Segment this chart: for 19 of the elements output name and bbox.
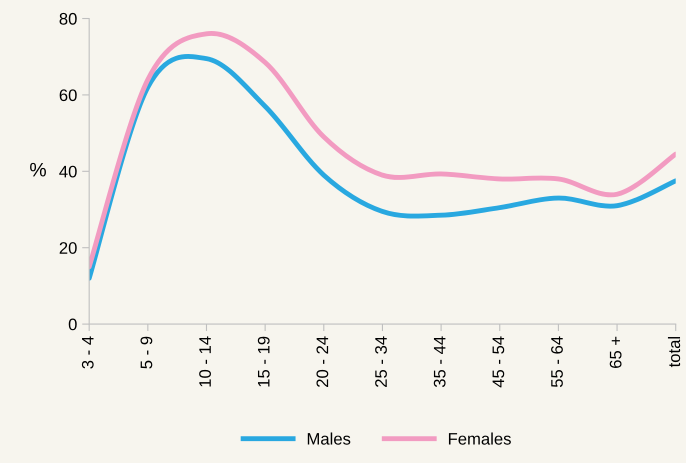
y-tick-label: 80 [60, 12, 77, 25]
x-tick-label: 3 - 4 [82, 336, 94, 369]
x-tick-label: 25 - 34 [375, 336, 387, 387]
y-tick-label: 40 [59, 166, 77, 178]
x-tick-label: 55 - 64 [551, 336, 563, 388]
x-tick-label: 65 + [610, 336, 622, 368]
y-axis-title: % [30, 162, 46, 176]
x-tick-label: total [668, 337, 680, 368]
x-tick-label: 15 - 19 [258, 336, 270, 387]
x-tick-label: 10 - 14 [199, 336, 211, 387]
x-tick-label: 20 - 24 [316, 336, 328, 387]
y-tick-label: 60 [60, 89, 77, 102]
legend-label: Females [448, 432, 511, 445]
x-tick-label: 45 - 54 [492, 336, 504, 388]
legend-label: Males [308, 432, 350, 445]
x-tick-label: 5 - 9 [140, 336, 152, 369]
x-tick-label: 35 - 44 [434, 336, 446, 388]
y-tick-label: 0 [68, 318, 77, 330]
y-tick-label: 20 [60, 242, 77, 254]
